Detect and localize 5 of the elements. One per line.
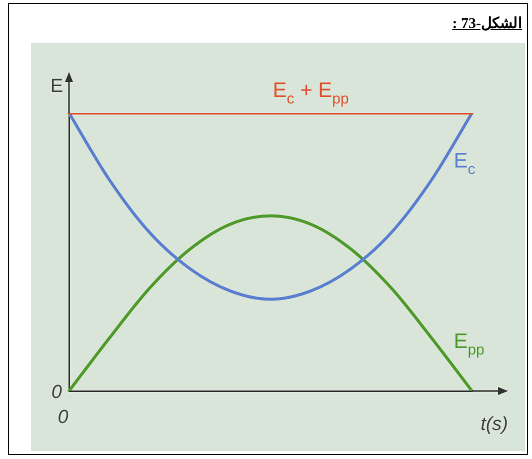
chart-title: الشكل-73 : xyxy=(452,15,522,33)
x-axis-title: t(s) xyxy=(480,414,508,435)
text: 0 xyxy=(51,382,62,403)
y-axis-title: E xyxy=(50,76,63,97)
text: 0 xyxy=(58,407,69,428)
